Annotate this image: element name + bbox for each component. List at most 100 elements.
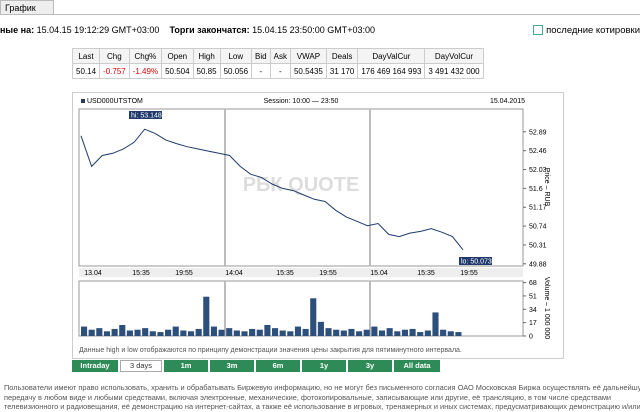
- status: ные на: 15.04.15 19:12:29 GMT+03:00 Торг…: [0, 25, 375, 35]
- x-tick-label: 19:55: [319, 270, 337, 277]
- range-button[interactable]: 1m: [164, 360, 208, 372]
- volume-bar: [417, 332, 424, 336]
- time: 15.04.15 23:50:00 GMT+03:00: [252, 25, 375, 35]
- y-axis-label: Volume – 1 000 000: [543, 277, 550, 339]
- volume-bar: [233, 330, 240, 336]
- header-cell: VWAP: [289, 48, 327, 64]
- y-tick-label: 52.89: [529, 129, 547, 136]
- header-marker: [81, 99, 85, 103]
- x-tick-label: 15:35: [276, 270, 294, 277]
- y-tick-label: 52.03: [529, 167, 547, 174]
- volume-bar: [432, 312, 439, 336]
- session: Session: 10:00 — 23:50: [264, 98, 339, 105]
- footer: Пользователи имеют право использовать, х…: [4, 383, 640, 412]
- price-plot: [78, 108, 524, 267]
- header-cell: Deals: [325, 48, 359, 64]
- x-tick-label: 15:35: [417, 270, 435, 277]
- header-cell: Chg%: [128, 48, 163, 64]
- header-cell: Ask: [269, 48, 291, 64]
- x-tick-label: 15:35: [132, 270, 150, 277]
- date: 15.04.2015: [490, 98, 525, 105]
- y-axis-label: Price – RUB: [543, 168, 550, 207]
- volume-bar: [272, 328, 279, 336]
- x-tick-label: 19:55: [175, 270, 193, 277]
- volume-bar: [325, 328, 332, 336]
- volume-bar: [172, 326, 179, 336]
- volume-bar: [142, 328, 149, 336]
- x-tick-label: 13.04: [84, 270, 102, 277]
- volume-bar: [88, 329, 95, 336]
- cell: 50.14: [71, 63, 101, 79]
- link-text[interactable]: последние котировки: [546, 25, 640, 36]
- tab[interactable]: График: [0, 0, 54, 15]
- watermark: РБК QUOTE: [243, 174, 360, 196]
- volume-bar: [187, 331, 195, 336]
- range-button[interactable]: 1y: [302, 360, 346, 372]
- volume-bar: [333, 329, 340, 336]
- volume-bar: [447, 331, 454, 336]
- volume-bar: [218, 329, 225, 336]
- header-cell: High: [192, 48, 221, 64]
- price-line: [80, 128, 464, 251]
- hi-label: hi: 53.148: [131, 113, 162, 120]
- volume-bar: [96, 328, 103, 336]
- volume-bar: [424, 330, 431, 336]
- volume-bar: [226, 328, 233, 336]
- cell: 50.85: [192, 63, 221, 79]
- volume-bar: [210, 326, 217, 336]
- quotes-link[interactable]: последние котировки: [533, 25, 640, 36]
- header-row: Last Chg Chg% Open High Low Bid Ask VWAP Deals Day…: [71, 48, 484, 64]
- volume-bar: [126, 330, 133, 336]
- hi-badge: [129, 111, 162, 119]
- y-tick-label: 51.6: [529, 186, 543, 193]
- footer-line: Пользователи имеют право использовать, х…: [4, 383, 640, 392]
- chart: USD000UTSTOM Session: 10:00 — 23:50 15.04.…: [78, 98, 550, 354]
- header-cell: Open: [161, 48, 194, 64]
- volume-bar: [81, 326, 88, 336]
- y-tick-label: 51.17: [529, 205, 547, 212]
- y-tick-label: 51: [529, 293, 537, 300]
- cell: 176 469 164 993: [357, 63, 426, 79]
- x-tick-label: 14:04: [225, 270, 243, 277]
- volume-bar: [340, 330, 347, 336]
- range-button[interactable]: 3m: [210, 360, 254, 372]
- volume-bar: [241, 331, 248, 336]
- volume-bar: [302, 328, 309, 336]
- range-button[interactable]: Intraday: [72, 360, 118, 372]
- volume-bar: [378, 330, 386, 336]
- cell: -: [269, 63, 291, 79]
- range-button[interactable]: 6m: [256, 360, 300, 372]
- cell: 50.056: [219, 63, 253, 79]
- volume-bar: [157, 332, 164, 336]
- range-button[interactable]: 3 days: [120, 360, 162, 372]
- note: Данные high и low отображаются по принци…: [79, 346, 462, 354]
- x-tick-label: 15.04: [370, 270, 388, 277]
- footer-line: телевизионного и радиовещания, её демонс…: [4, 402, 640, 411]
- y-tick-label: 0: [529, 334, 533, 341]
- range-button[interactable]: All data: [394, 360, 440, 372]
- header-cell: Bid: [251, 48, 271, 64]
- volume-bar: [279, 330, 286, 336]
- quote-table: Last Chg Chg% Open High Low Bid Ask VWAP Deals Day…: [71, 48, 484, 79]
- y-tick-label: 34: [529, 307, 537, 314]
- volume-bar: [149, 331, 156, 336]
- volume-bar: [317, 321, 324, 336]
- volume-bar: [103, 331, 111, 336]
- volume-bar: [111, 328, 118, 336]
- volume-bar: [409, 328, 416, 336]
- volume-bar: [134, 329, 141, 336]
- range-buttons: Intraday 3 days 1m 3m 6m 1y 3y All data: [72, 360, 440, 372]
- cell: 50.504: [161, 63, 194, 79]
- volume-bar: [371, 326, 378, 336]
- range-button[interactable]: 3y: [348, 360, 392, 372]
- cell: -: [251, 63, 271, 79]
- volume-bar: [401, 329, 408, 336]
- volume-bar: [363, 329, 370, 336]
- instrument: USD000UTSTOM: [87, 98, 143, 105]
- volume-bar: [394, 331, 401, 336]
- header-cell: Low: [219, 48, 253, 64]
- volume-bar: [348, 328, 355, 336]
- lo-badge: [459, 257, 492, 265]
- volume-bar: [180, 330, 187, 336]
